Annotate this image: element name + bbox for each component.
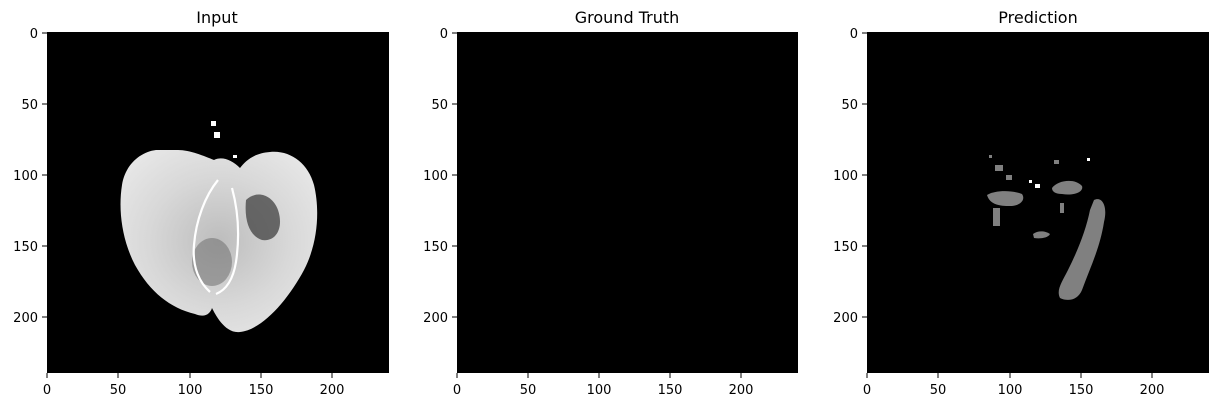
mask-region-upper-right <box>1052 180 1083 195</box>
x-tick-label: 0 <box>863 383 871 398</box>
y-tick-label: 100 <box>833 169 858 184</box>
y-tick-label: 0 <box>30 27 38 42</box>
y-tick-label: 50 <box>841 98 858 113</box>
x-tick-label: 200 <box>1140 383 1165 398</box>
y-tick-label: 50 <box>431 98 448 113</box>
y-axis-input: 0 50 100 150 200 <box>13 27 47 326</box>
prediction-white-specks <box>1029 158 1090 188</box>
mask-region-speck <box>1060 203 1064 213</box>
white-midline <box>192 179 240 296</box>
x-axis-input: 0 50 100 150 200 <box>43 373 345 398</box>
x-axis-ground-truth: 0 50 100 150 200 <box>453 373 754 398</box>
x-tick-label: 50 <box>110 383 127 398</box>
inner-gray-region <box>192 238 232 286</box>
y-tick-label: 100 <box>13 169 38 184</box>
panel-ground-truth: Ground Truth 0 50 100 150 200 0 50 100 1… <box>423 8 798 398</box>
prediction-mask <box>987 155 1106 300</box>
image-ground-truth <box>457 32 798 373</box>
panel-input: Input 0 50 100 150 200 <box>13 8 389 398</box>
white-speck <box>1029 180 1032 183</box>
mask-region-speck <box>1054 160 1059 164</box>
image-prediction <box>867 32 1209 373</box>
y-axis-prediction: 0 50 100 150 200 <box>833 27 867 326</box>
y-tick-label: 100 <box>423 169 448 184</box>
panel-title-prediction: Prediction <box>998 8 1077 27</box>
y-tick-label: 0 <box>850 27 858 42</box>
x-tick-label: 150 <box>249 383 274 398</box>
dark-ventricle-region <box>245 194 281 241</box>
mask-region-speck <box>989 155 992 158</box>
mask-region-curved <box>1058 199 1106 300</box>
white-speck <box>1035 184 1040 188</box>
white-speck <box>1087 158 1090 161</box>
artifact-speck <box>233 155 237 158</box>
mask-region-left-small <box>993 208 1000 226</box>
y-tick-label: 150 <box>833 240 858 255</box>
y-tick-label: 50 <box>21 98 38 113</box>
x-axis-prediction: 0 50 100 150 200 <box>863 373 1165 398</box>
x-tick-label: 200 <box>320 383 345 398</box>
y-tick-label: 150 <box>423 240 448 255</box>
x-tick-label: 100 <box>178 383 203 398</box>
y-axis-ground-truth: 0 50 100 150 200 <box>423 27 457 326</box>
y-tick-label: 0 <box>440 27 448 42</box>
x-tick-label: 150 <box>1069 383 1094 398</box>
x-tick-label: 200 <box>729 383 754 398</box>
x-tick-label: 0 <box>453 383 461 398</box>
y-tick-label: 200 <box>423 311 448 326</box>
x-tick-label: 100 <box>998 383 1023 398</box>
mask-region-middle <box>1033 231 1050 239</box>
artifact-speck <box>214 132 220 138</box>
mask-region-speck <box>1006 175 1012 180</box>
artifact-speck <box>211 121 216 126</box>
y-tick-label: 150 <box>13 240 38 255</box>
y-tick-label: 200 <box>833 311 858 326</box>
brain-mri-image <box>120 121 318 333</box>
x-tick-label: 0 <box>43 383 51 398</box>
panel-prediction: Prediction 0 50 100 <box>833 8 1209 398</box>
x-tick-label: 150 <box>658 383 683 398</box>
x-tick-label: 50 <box>930 383 947 398</box>
panel-title-ground-truth: Ground Truth <box>575 8 680 27</box>
panel-title-input: Input <box>196 8 237 27</box>
y-tick-label: 200 <box>13 311 38 326</box>
x-tick-label: 50 <box>520 383 537 398</box>
mask-region-left <box>987 191 1024 206</box>
mask-region-speck <box>995 165 1003 171</box>
x-tick-label: 100 <box>587 383 612 398</box>
